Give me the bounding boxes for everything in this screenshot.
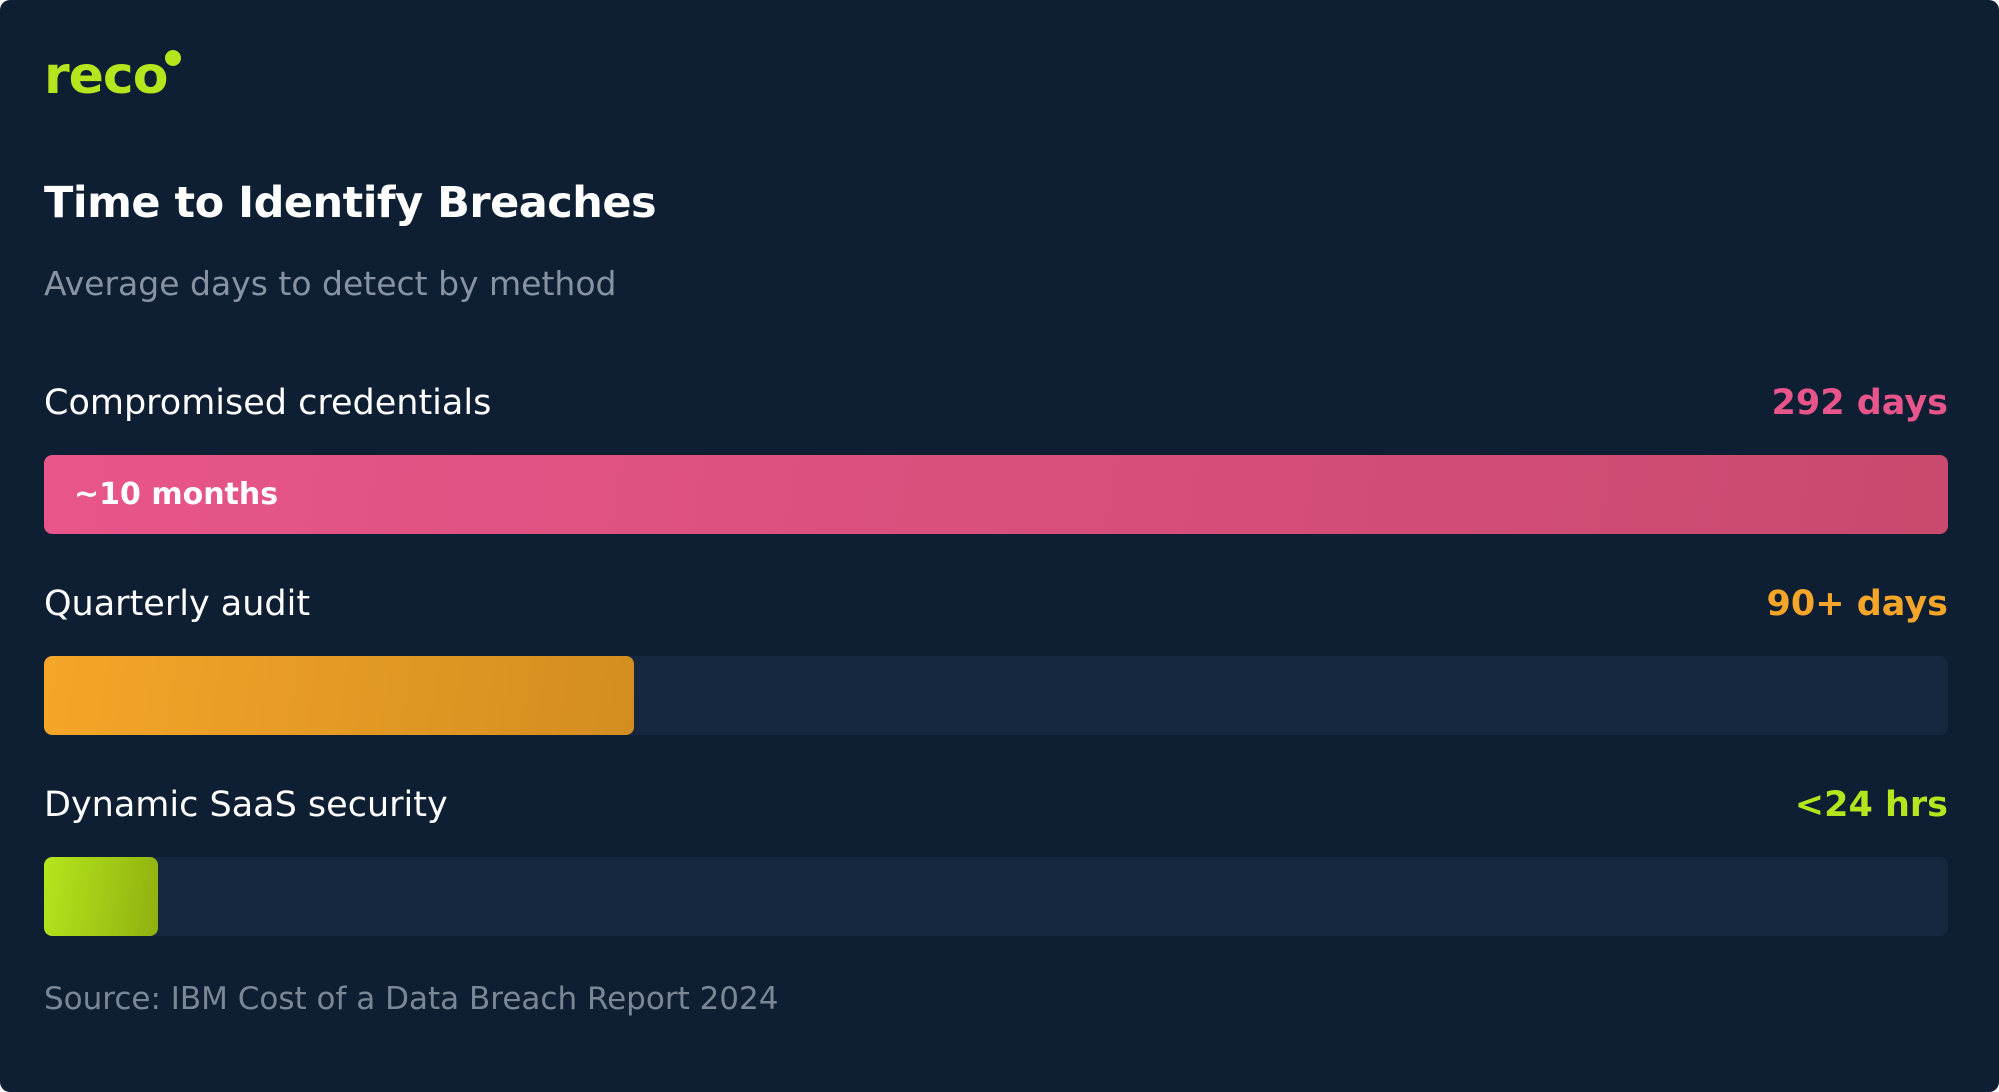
- bar-fill: [44, 656, 634, 735]
- source-note: Source: IBM Cost of a Data Breach Report…: [44, 981, 779, 1017]
- bar-track: [44, 857, 1948, 936]
- bar-value-label: <24 hrs: [1794, 785, 1948, 825]
- logo-dot: [165, 50, 182, 66]
- bar-value-label: 90+ days: [1766, 584, 1948, 624]
- chart-subtitle: Average days to detect by method: [44, 264, 617, 303]
- bar-track: ~10 months: [44, 455, 1948, 534]
- bar-category-label: Quarterly audit: [44, 584, 311, 624]
- bar-value-label: 292 days: [1771, 383, 1949, 423]
- logo-wordmark: reco: [44, 46, 168, 106]
- chart-title: Time to Identify Breaches: [44, 178, 657, 228]
- reco-logo: reco: [44, 46, 182, 106]
- bar-row: Quarterly audit 90+ days: [44, 585, 1948, 735]
- bar-category-label: Compromised credentials: [44, 383, 492, 423]
- bar-fill: [44, 857, 158, 936]
- bar-inner-label: ~10 months: [74, 477, 279, 512]
- bar-row: Compromised credentials 292 days ~10 month…: [44, 384, 1948, 534]
- bar-category-label: Dynamic SaaS security: [44, 785, 448, 825]
- bar-fill: ~10 months: [44, 455, 1948, 534]
- bar-track: [44, 656, 1948, 735]
- bar-row: Dynamic SaaS security <24 hrs: [44, 786, 1948, 936]
